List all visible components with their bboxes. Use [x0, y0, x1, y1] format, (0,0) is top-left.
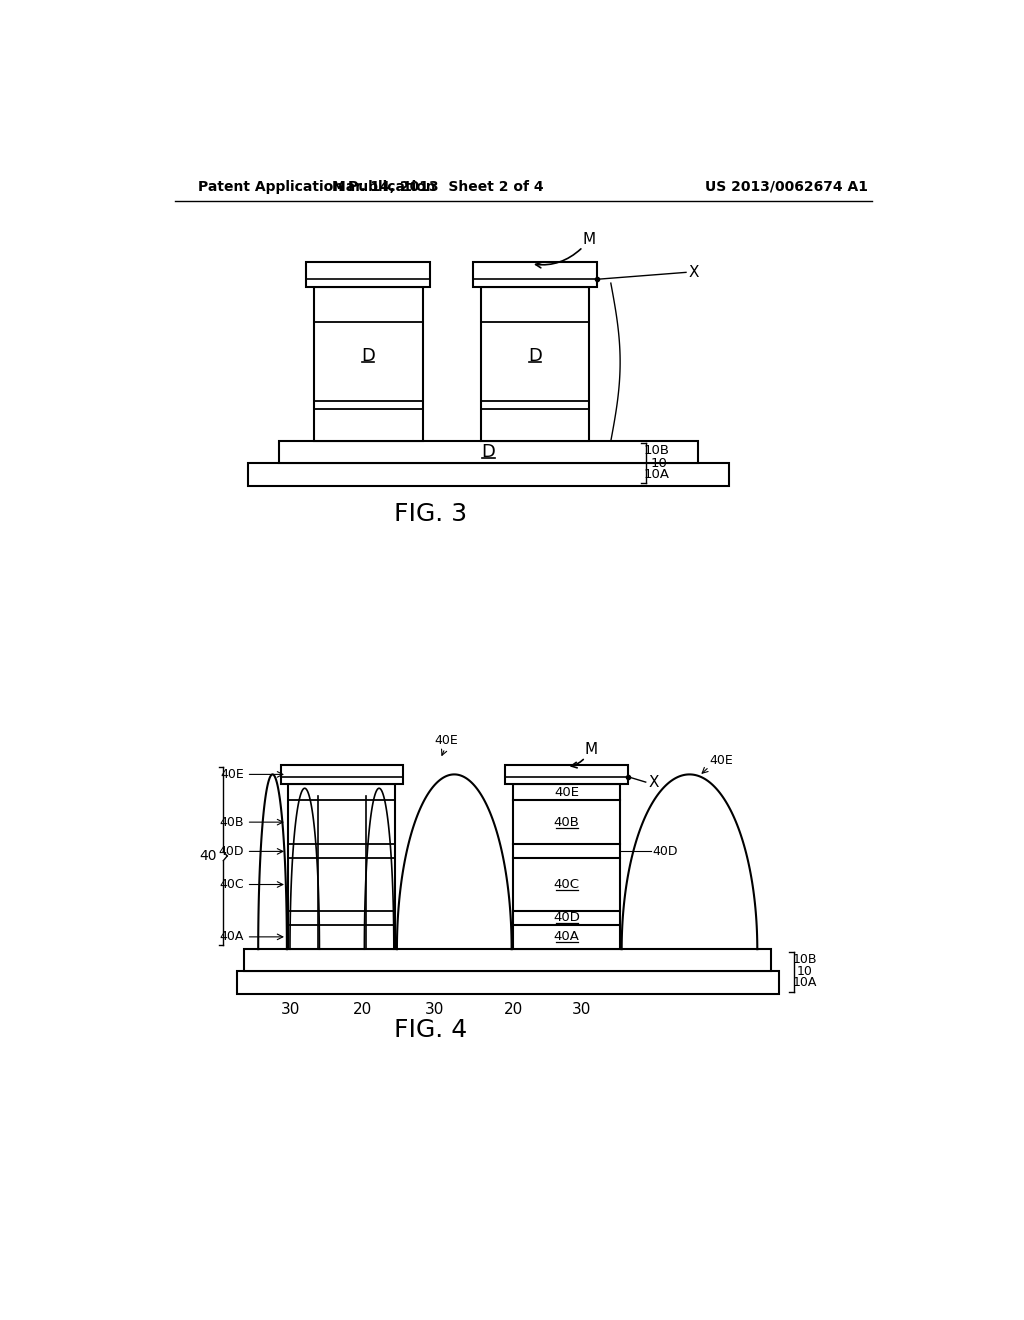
Text: 10: 10 — [650, 457, 668, 470]
Text: X: X — [649, 775, 659, 789]
Bar — [289, 784, 395, 949]
Bar — [506, 766, 628, 784]
Text: 30: 30 — [571, 1002, 591, 1016]
Bar — [480, 286, 589, 441]
Bar — [237, 970, 779, 994]
Text: Mar. 14, 2013  Sheet 2 of 4: Mar. 14, 2013 Sheet 2 of 4 — [332, 180, 544, 194]
Text: 40E: 40E — [434, 734, 459, 747]
Text: 40C: 40C — [554, 878, 580, 891]
Bar — [473, 263, 597, 286]
Text: 40B: 40B — [554, 816, 580, 829]
Text: 40A: 40A — [554, 931, 580, 944]
Text: 30: 30 — [424, 1002, 443, 1016]
Bar — [314, 286, 423, 441]
Text: 40B: 40B — [220, 816, 245, 829]
Text: US 2013/0062674 A1: US 2013/0062674 A1 — [706, 180, 868, 194]
Text: 40E: 40E — [220, 768, 245, 781]
Text: 40E: 40E — [710, 754, 733, 767]
Bar — [248, 462, 729, 486]
Text: D: D — [361, 347, 375, 366]
Text: M: M — [583, 232, 596, 247]
Bar — [245, 949, 771, 970]
Text: 40D: 40D — [652, 845, 678, 858]
Text: 40C: 40C — [219, 878, 245, 891]
Text: 20: 20 — [352, 1002, 372, 1016]
Text: 20: 20 — [504, 1002, 523, 1016]
Bar — [306, 263, 430, 286]
Text: X: X — [688, 265, 698, 280]
Text: 40: 40 — [199, 849, 216, 863]
Text: FIG. 4: FIG. 4 — [393, 1018, 467, 1041]
Text: 10A: 10A — [643, 467, 670, 480]
Text: Patent Application Publication: Patent Application Publication — [198, 180, 435, 194]
Text: 40A: 40A — [220, 931, 245, 944]
Text: 30: 30 — [281, 1002, 300, 1016]
Bar — [280, 441, 697, 462]
Text: 10A: 10A — [793, 975, 816, 989]
Text: 40D: 40D — [553, 911, 580, 924]
Bar — [281, 766, 403, 784]
Text: M: M — [585, 742, 598, 758]
Text: D: D — [528, 347, 542, 366]
Text: FIG. 3: FIG. 3 — [393, 502, 467, 527]
Text: 10B: 10B — [643, 444, 670, 457]
Bar — [513, 784, 621, 949]
Text: 10: 10 — [797, 965, 813, 978]
Text: 10B: 10B — [793, 953, 817, 966]
Text: D: D — [481, 442, 496, 461]
Text: 40E: 40E — [554, 785, 580, 799]
Text: 40D: 40D — [219, 845, 245, 858]
